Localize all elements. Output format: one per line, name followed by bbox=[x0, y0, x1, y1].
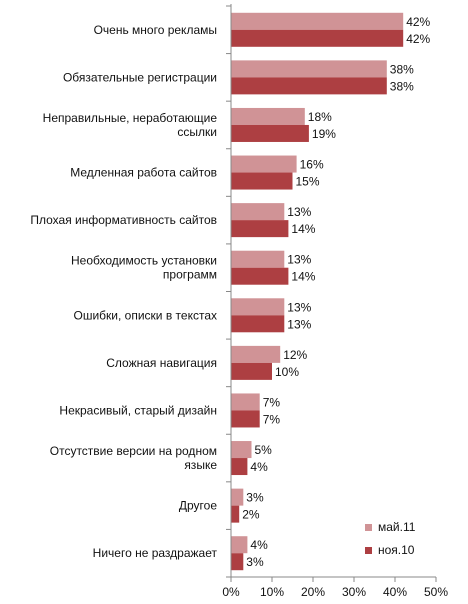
data-label: 7% bbox=[263, 412, 281, 426]
bar bbox=[231, 441, 252, 459]
data-label: 10% bbox=[275, 365, 299, 379]
category-label: Другое bbox=[179, 499, 217, 513]
bar bbox=[231, 393, 260, 411]
bar bbox=[231, 410, 260, 428]
data-label: 3% bbox=[246, 491, 264, 505]
data-label: 38% bbox=[390, 62, 414, 76]
x-tick-label: 10% bbox=[260, 585, 284, 599]
data-label: 42% bbox=[406, 15, 430, 29]
bar bbox=[231, 536, 248, 554]
data-label: 7% bbox=[263, 395, 281, 409]
bar bbox=[231, 553, 244, 571]
data-label: 5% bbox=[255, 443, 273, 457]
data-label: 38% bbox=[390, 79, 414, 93]
value-labels: 42% 42% 38% 38% 18% 19% 16% 15% 13% 14% 13% 14% 13% 1… bbox=[242, 15, 430, 569]
legend: май.11 ноя.10 bbox=[365, 520, 416, 557]
data-label: 13% bbox=[287, 317, 311, 331]
bar bbox=[231, 315, 285, 333]
legend-label: ноя.10 bbox=[378, 543, 415, 557]
bar bbox=[231, 12, 404, 30]
bar bbox=[231, 345, 281, 363]
bar bbox=[231, 60, 387, 78]
category-label: Некрасивый, старый дизайн bbox=[59, 403, 217, 417]
data-label: 18% bbox=[308, 110, 332, 124]
category-label: Сложная навигация bbox=[106, 356, 217, 370]
x-tick-label: 0% bbox=[222, 585, 240, 599]
x-tick-label: 30% bbox=[342, 585, 366, 599]
bars-group bbox=[231, 12, 404, 571]
bar bbox=[231, 107, 305, 125]
bar bbox=[231, 488, 244, 506]
data-label: 3% bbox=[246, 555, 264, 569]
data-label: 15% bbox=[296, 175, 320, 189]
category-label: Необходимость установки программ bbox=[71, 254, 217, 282]
x-axis: 0% 10% 20% 30% 40% 50% bbox=[222, 4, 448, 599]
bar bbox=[231, 505, 240, 523]
bar bbox=[231, 250, 285, 268]
legend-label: май.11 bbox=[378, 520, 416, 534]
bar bbox=[231, 458, 248, 476]
data-label: 2% bbox=[242, 508, 260, 522]
data-label: 12% bbox=[283, 348, 307, 362]
category-label: Отсутствие версии на родном языке bbox=[50, 444, 218, 472]
data-label: 42% bbox=[406, 32, 430, 46]
bar bbox=[231, 29, 404, 47]
data-label: 16% bbox=[300, 158, 324, 172]
bar bbox=[231, 220, 289, 238]
data-label: 13% bbox=[287, 253, 311, 267]
bar bbox=[231, 298, 285, 316]
bar bbox=[231, 172, 293, 190]
category-label: Ничего не раздражает bbox=[93, 546, 218, 560]
data-label: 4% bbox=[250, 538, 268, 552]
data-label: 14% bbox=[291, 222, 315, 236]
category-label: Очень много рекламы bbox=[94, 23, 217, 37]
bar bbox=[231, 203, 285, 221]
bar bbox=[231, 124, 309, 142]
data-label: 19% bbox=[312, 127, 336, 141]
category-labels: Очень много рекламы Обязательные регистра… bbox=[30, 23, 217, 560]
category-label: Неправильные, неработающие ссылки bbox=[43, 111, 218, 139]
category-label: Медленная работа сайтов bbox=[70, 166, 217, 180]
category-label: Плохая информативность сайтов bbox=[30, 213, 217, 227]
bar bbox=[231, 267, 289, 285]
legend-swatch bbox=[365, 547, 372, 554]
category-label: Ошибки, описки в текстах bbox=[74, 308, 217, 322]
bar bbox=[231, 155, 297, 173]
bar bbox=[231, 362, 272, 380]
data-label: 13% bbox=[287, 300, 311, 314]
category-label: Обязательные регистрации bbox=[63, 70, 217, 84]
x-tick-label: 50% bbox=[424, 585, 448, 599]
data-label: 4% bbox=[250, 460, 268, 474]
data-label: 13% bbox=[287, 205, 311, 219]
x-tick-label: 20% bbox=[301, 585, 325, 599]
legend-swatch bbox=[365, 524, 372, 531]
bar bbox=[231, 77, 387, 95]
data-label: 14% bbox=[291, 270, 315, 284]
x-tick-label: 40% bbox=[383, 585, 407, 599]
